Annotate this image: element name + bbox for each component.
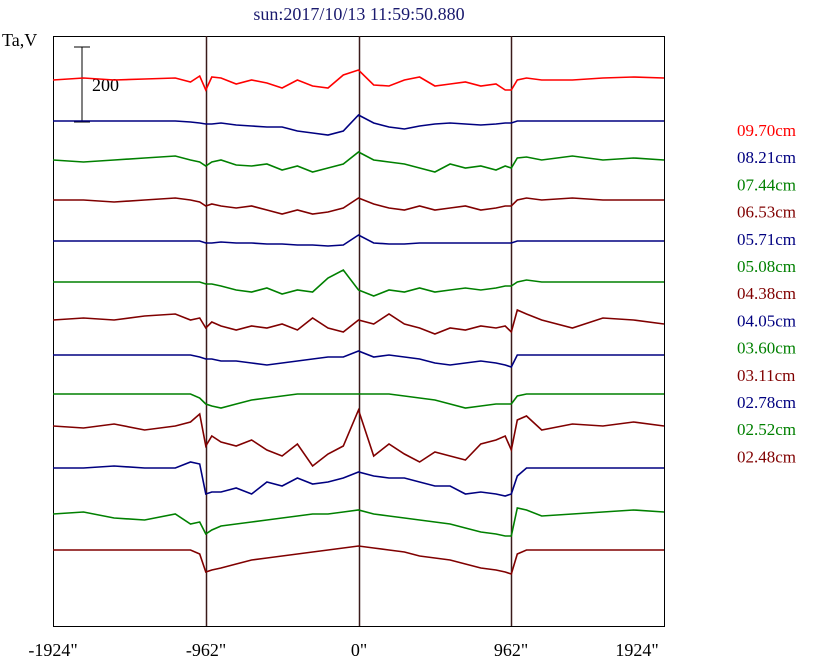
legend-entry: 02.52cm [737,420,796,439]
x-tick-labels: -1924" -962" 0" 962" 1924" [28,640,658,660]
series-line-07.44cm [52,151,665,173]
legend: 09.70cm 08.21cm 07.44cm 06.53cm 05.71cm 05.08… [737,121,796,466]
series-line-05.71cm [53,234,664,247]
legend-entry: 09.70cm [737,121,796,140]
legend-entry: 08.21cm [737,148,796,167]
legend-entry: 05.08cm [737,257,796,276]
series-line-02.52cm [52,507,665,537]
series-line-04.05cm [53,350,664,368]
y-axis-label: Ta,V [2,30,37,50]
scale-bar: 200 [74,46,119,123]
x-tick-label: -962" [186,640,226,660]
series-traces [52,69,665,576]
series-line-03.11cm [52,407,665,468]
series-line-09.70cm [52,69,665,92]
x-tick-label: -1924" [28,640,77,660]
x-tick-label: 0" [351,640,367,660]
legend-entry: 05.71cm [737,230,796,249]
series-line-02.78cm [53,461,664,497]
legend-entry: 02.78cm [737,393,796,412]
legend-entry: 07.44cm [737,175,796,194]
scale-bar-label: 200 [92,75,119,95]
legend-entry: 03.60cm [737,339,796,358]
series-line-04.38cm [52,308,665,335]
series-line-02.48cm [53,545,664,576]
legend-entry: 02.48cm [737,447,796,466]
x-tick-label: 962" [494,640,528,660]
legend-entry: 06.53cm [737,203,796,222]
x-tick-label: 1924" [615,640,658,660]
series-line-05.08cm [53,268,664,297]
series-line-03.60cm [53,393,664,409]
chart-title: sun:2017/10/13 11:59:50.880 [253,4,464,24]
legend-entry: 03.11cm [737,366,795,385]
series-line-08.21cm [53,114,664,136]
series-line-06.53cm [53,197,664,215]
legend-entry: 04.38cm [737,284,796,303]
legend-entry: 04.05cm [737,311,796,330]
